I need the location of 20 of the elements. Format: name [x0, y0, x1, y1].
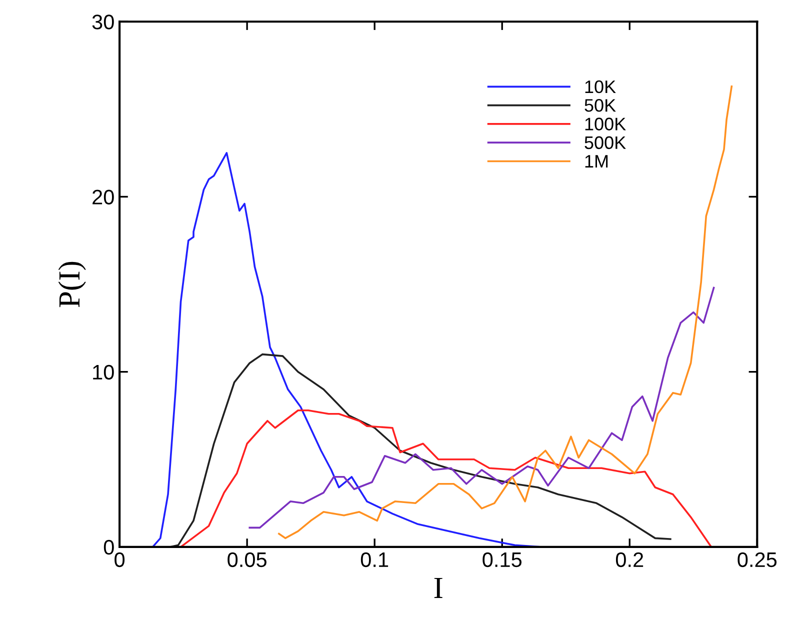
line-series: [170, 353, 672, 547]
x-tick-label: 0.05: [228, 552, 266, 568]
x-tick-label: 0.15: [482, 552, 522, 568]
x-tick-label: 0: [114, 552, 125, 568]
line-series: [180, 409, 712, 547]
x-tick-label: 0.25: [738, 552, 777, 568]
legend-label: 50K: [584, 99, 616, 112]
legend-label: 10K: [585, 80, 616, 94]
legend-label: 1M: [585, 155, 608, 168]
legend-label: 500K: [584, 136, 626, 150]
x-axis-title: I: [434, 578, 442, 598]
line-series: [248, 286, 715, 529]
y-tick-label: 10: [93, 364, 114, 380]
y-tick-label: 0: [104, 540, 114, 555]
y-axis-title: P(I): [58, 262, 86, 308]
x-tick-label: 0.2: [616, 552, 644, 568]
y-tick-label: 20: [92, 190, 114, 204]
x-tick-label: 0.1: [360, 552, 388, 568]
y-tick-label: 30: [92, 14, 114, 30]
legend-label: 100K: [585, 118, 626, 130]
